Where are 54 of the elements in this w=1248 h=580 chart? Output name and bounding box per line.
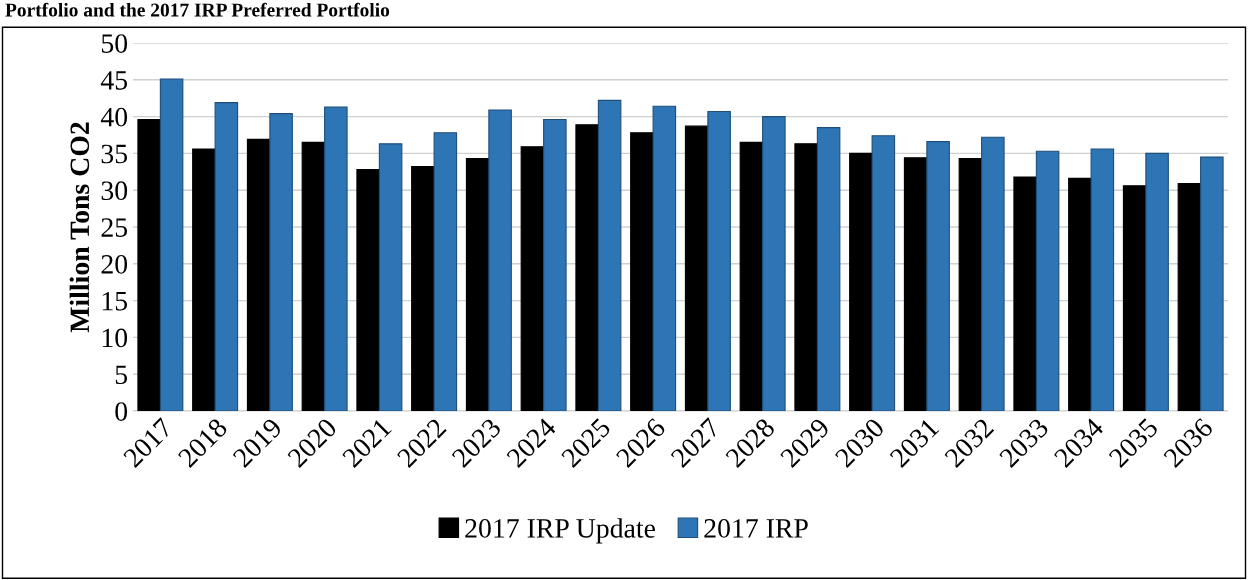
bar [1035, 150, 1060, 411]
bar [684, 125, 709, 411]
bar [269, 113, 293, 411]
y-tick-label: 20 [101, 254, 128, 274]
bar [1090, 148, 1115, 411]
y-tick-label: 35 [101, 144, 128, 164]
bar [543, 118, 567, 411]
bar [301, 141, 326, 411]
bar [816, 127, 841, 411]
bar [871, 135, 896, 411]
bar [433, 132, 458, 411]
y-axis-title: Million Tons CO2 [69, 122, 90, 333]
bar [1177, 183, 1202, 411]
bar [488, 109, 512, 411]
bar [630, 132, 654, 411]
y-tick-label: 15 [102, 291, 128, 311]
bar [707, 110, 731, 411]
y-tick-label: 30 [101, 181, 128, 201]
bar [356, 169, 380, 411]
bar [520, 146, 545, 411]
bar [762, 116, 786, 411]
bar [378, 143, 403, 411]
chart-title: Portfolio and the 2017 IRP Preferred Portfolio [5, 2, 390, 17]
y-tick-label: 10 [102, 328, 128, 348]
legend-label: 2017 IRP [704, 519, 808, 538]
bar [1200, 156, 1224, 411]
bar [739, 141, 764, 411]
y-tick-label: 40 [100, 107, 128, 127]
y-tick-label: 45 [100, 71, 128, 90]
y-tick-label: 25 [101, 218, 128, 237]
bar [597, 99, 622, 411]
bar [849, 152, 873, 411]
bar [324, 106, 348, 411]
legend-label: 2017 IRP Update [465, 518, 655, 544]
bar [159, 78, 184, 411]
bar [1068, 177, 1092, 411]
bar [903, 157, 928, 411]
bar [1122, 185, 1147, 411]
bar [1145, 152, 1169, 411]
bar [214, 102, 239, 411]
y-tick-label: 5 [115, 365, 128, 385]
bar [465, 157, 490, 411]
bar [192, 148, 216, 411]
bar [926, 141, 950, 411]
bar [1013, 176, 1037, 411]
bar [794, 143, 818, 411]
bar [575, 124, 599, 411]
bar [958, 157, 983, 411]
y-tick-label: 50 [101, 34, 128, 53]
bar [652, 105, 677, 411]
bar [137, 118, 161, 411]
bar [411, 166, 435, 411]
bar [981, 136, 1005, 411]
bar [246, 138, 271, 411]
